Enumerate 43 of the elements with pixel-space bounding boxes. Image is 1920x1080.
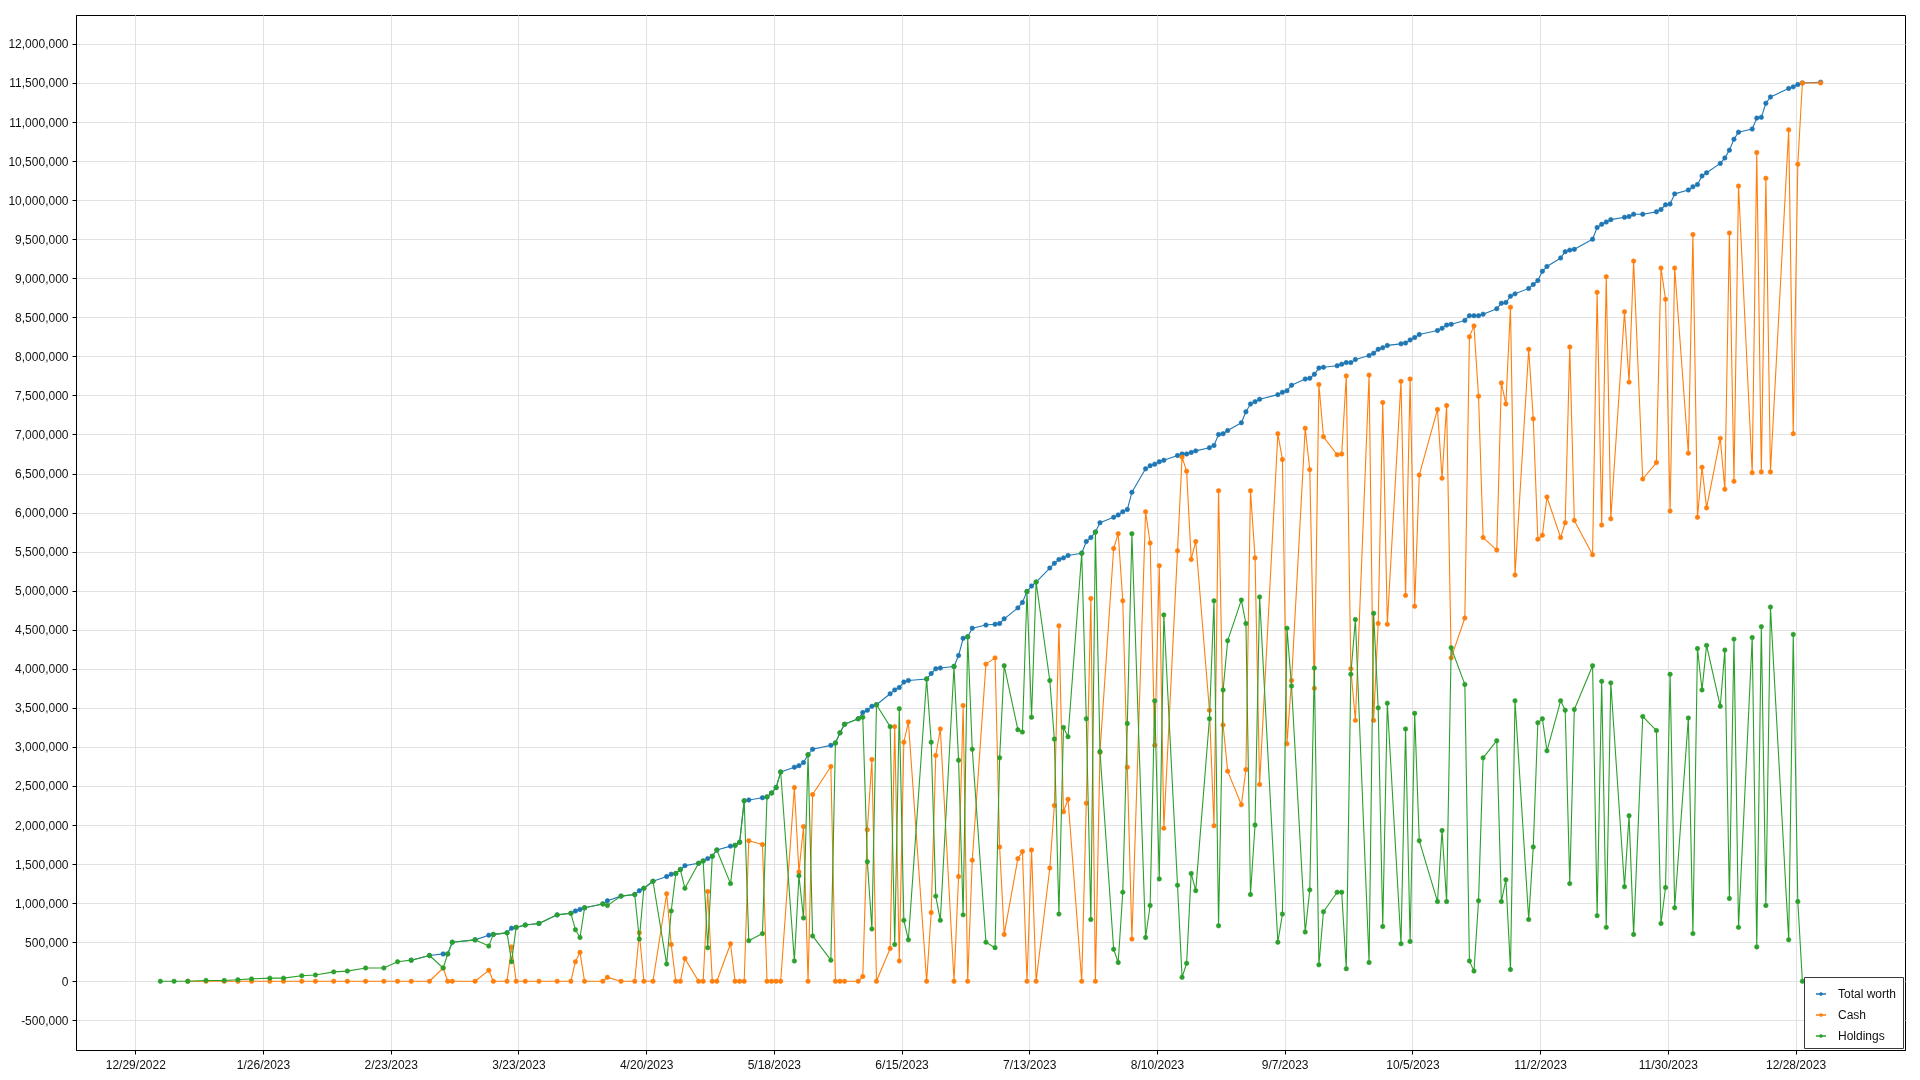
y-tick-label: 6,000,000 — [15, 506, 69, 521]
y-tick-label: 3,500,000 — [15, 701, 69, 716]
x-tick-label: 11/2/2023 — [1514, 1057, 1568, 1072]
x-tick-label: 10/5/2023 — [1386, 1057, 1440, 1072]
y-tick-label: 6,500,000 — [15, 467, 69, 482]
y-tick-label: 7,000,000 — [15, 427, 69, 442]
y-tick-label: 500,000 — [25, 935, 69, 950]
y-tick-label: 10,500,000 — [8, 154, 69, 169]
y-tick-label: 10,000,000 — [8, 193, 69, 208]
y-tick-label: 12,000,000 — [8, 37, 69, 52]
x-tick-label: 11/30/2023 — [1638, 1057, 1699, 1072]
y-tick-label: 8,500,000 — [15, 310, 69, 325]
y-tick-label: 7,500,000 — [15, 388, 69, 403]
y-tick-label: 2,500,000 — [15, 779, 69, 794]
x-tick-label: 4/20/2023 — [619, 1057, 674, 1072]
y-tick-label: 2,000,000 — [15, 818, 69, 833]
x-tick-label: 8/10/2023 — [1130, 1057, 1185, 1072]
y-tick-label: 11,500,000 — [9, 76, 69, 91]
y-tick-label: -500,000 — [21, 1013, 69, 1028]
x-tick-label: 7/13/2023 — [1003, 1057, 1057, 1072]
x-tick-label: 12/29/2022 — [105, 1057, 167, 1072]
legend-label: Holdings — [1838, 1029, 1885, 1043]
y-tick-label: 1,500,000 — [15, 857, 69, 872]
legend-label: Cash — [1838, 1008, 1867, 1022]
x-tick-label: 1/26/2023 — [236, 1057, 291, 1072]
y-tick-label: 3,000,000 — [15, 740, 69, 755]
x-tick-label: 12/28/2023 — [1766, 1057, 1827, 1072]
y-tick-label: 5,000,000 — [15, 584, 69, 599]
y-tick-label: 1,000,000 — [15, 896, 69, 911]
y-tick-label: 8,000,000 — [15, 349, 69, 364]
x-tick-label: 5/18/2023 — [747, 1057, 802, 1072]
legend-label: Total worth — [1838, 987, 1897, 1001]
y-tick-label: 4,500,000 — [15, 623, 69, 638]
y-tick-label: 0 — [61, 974, 69, 989]
y-tick-label: 11,000,000 — [9, 115, 69, 130]
x-tick-label: 6/15/2023 — [875, 1057, 930, 1072]
x-tick-label: 3/23/2023 — [492, 1057, 546, 1072]
x-tick-label: 9/7/2023 — [1261, 1057, 1309, 1072]
y-tick-label: 9,500,000 — [15, 232, 69, 247]
y-tick-label: 9,000,000 — [15, 271, 69, 286]
y-tick-label: 4,000,000 — [15, 662, 69, 677]
y-tick-label: 5,500,000 — [15, 545, 69, 560]
x-tick-label: 2/23/2023 — [364, 1057, 419, 1072]
